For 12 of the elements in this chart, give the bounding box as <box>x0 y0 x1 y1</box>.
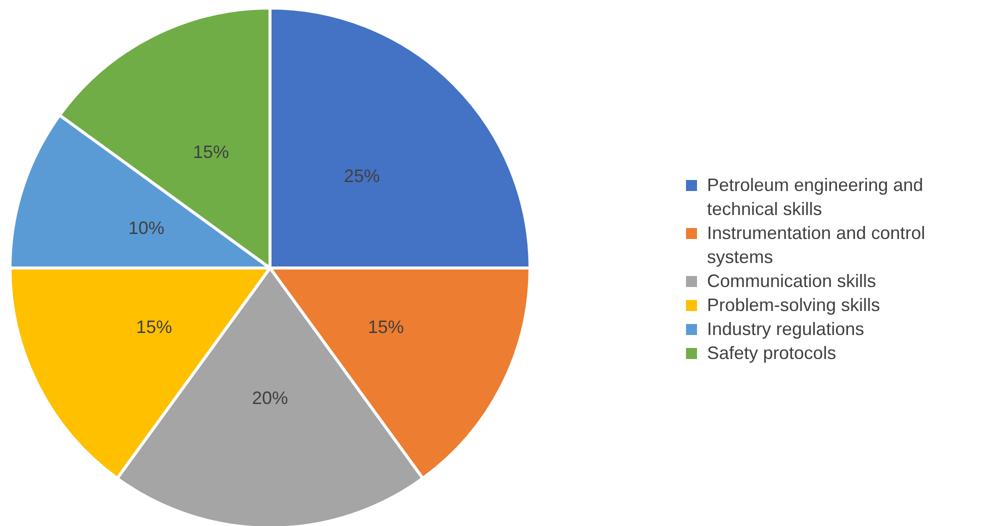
data-label: 15% <box>368 317 404 338</box>
legend-label: Petroleum engineering and technical skills <box>707 175 924 219</box>
data-label: 20% <box>252 388 288 408</box>
legend-label: Problem-solving skills <box>707 295 880 315</box>
data-label: 15% <box>136 317 172 338</box>
legend-label: Communication skills <box>707 271 876 291</box>
data-label: 25% <box>344 166 380 186</box>
legend-label: Safety protocols <box>707 343 836 363</box>
data-label: 15% <box>192 142 229 162</box>
data-label: 10% <box>128 218 164 238</box>
legend-label: Industry regulations <box>707 319 864 339</box>
legend-label: Instrumentation and control systems <box>707 223 926 267</box>
